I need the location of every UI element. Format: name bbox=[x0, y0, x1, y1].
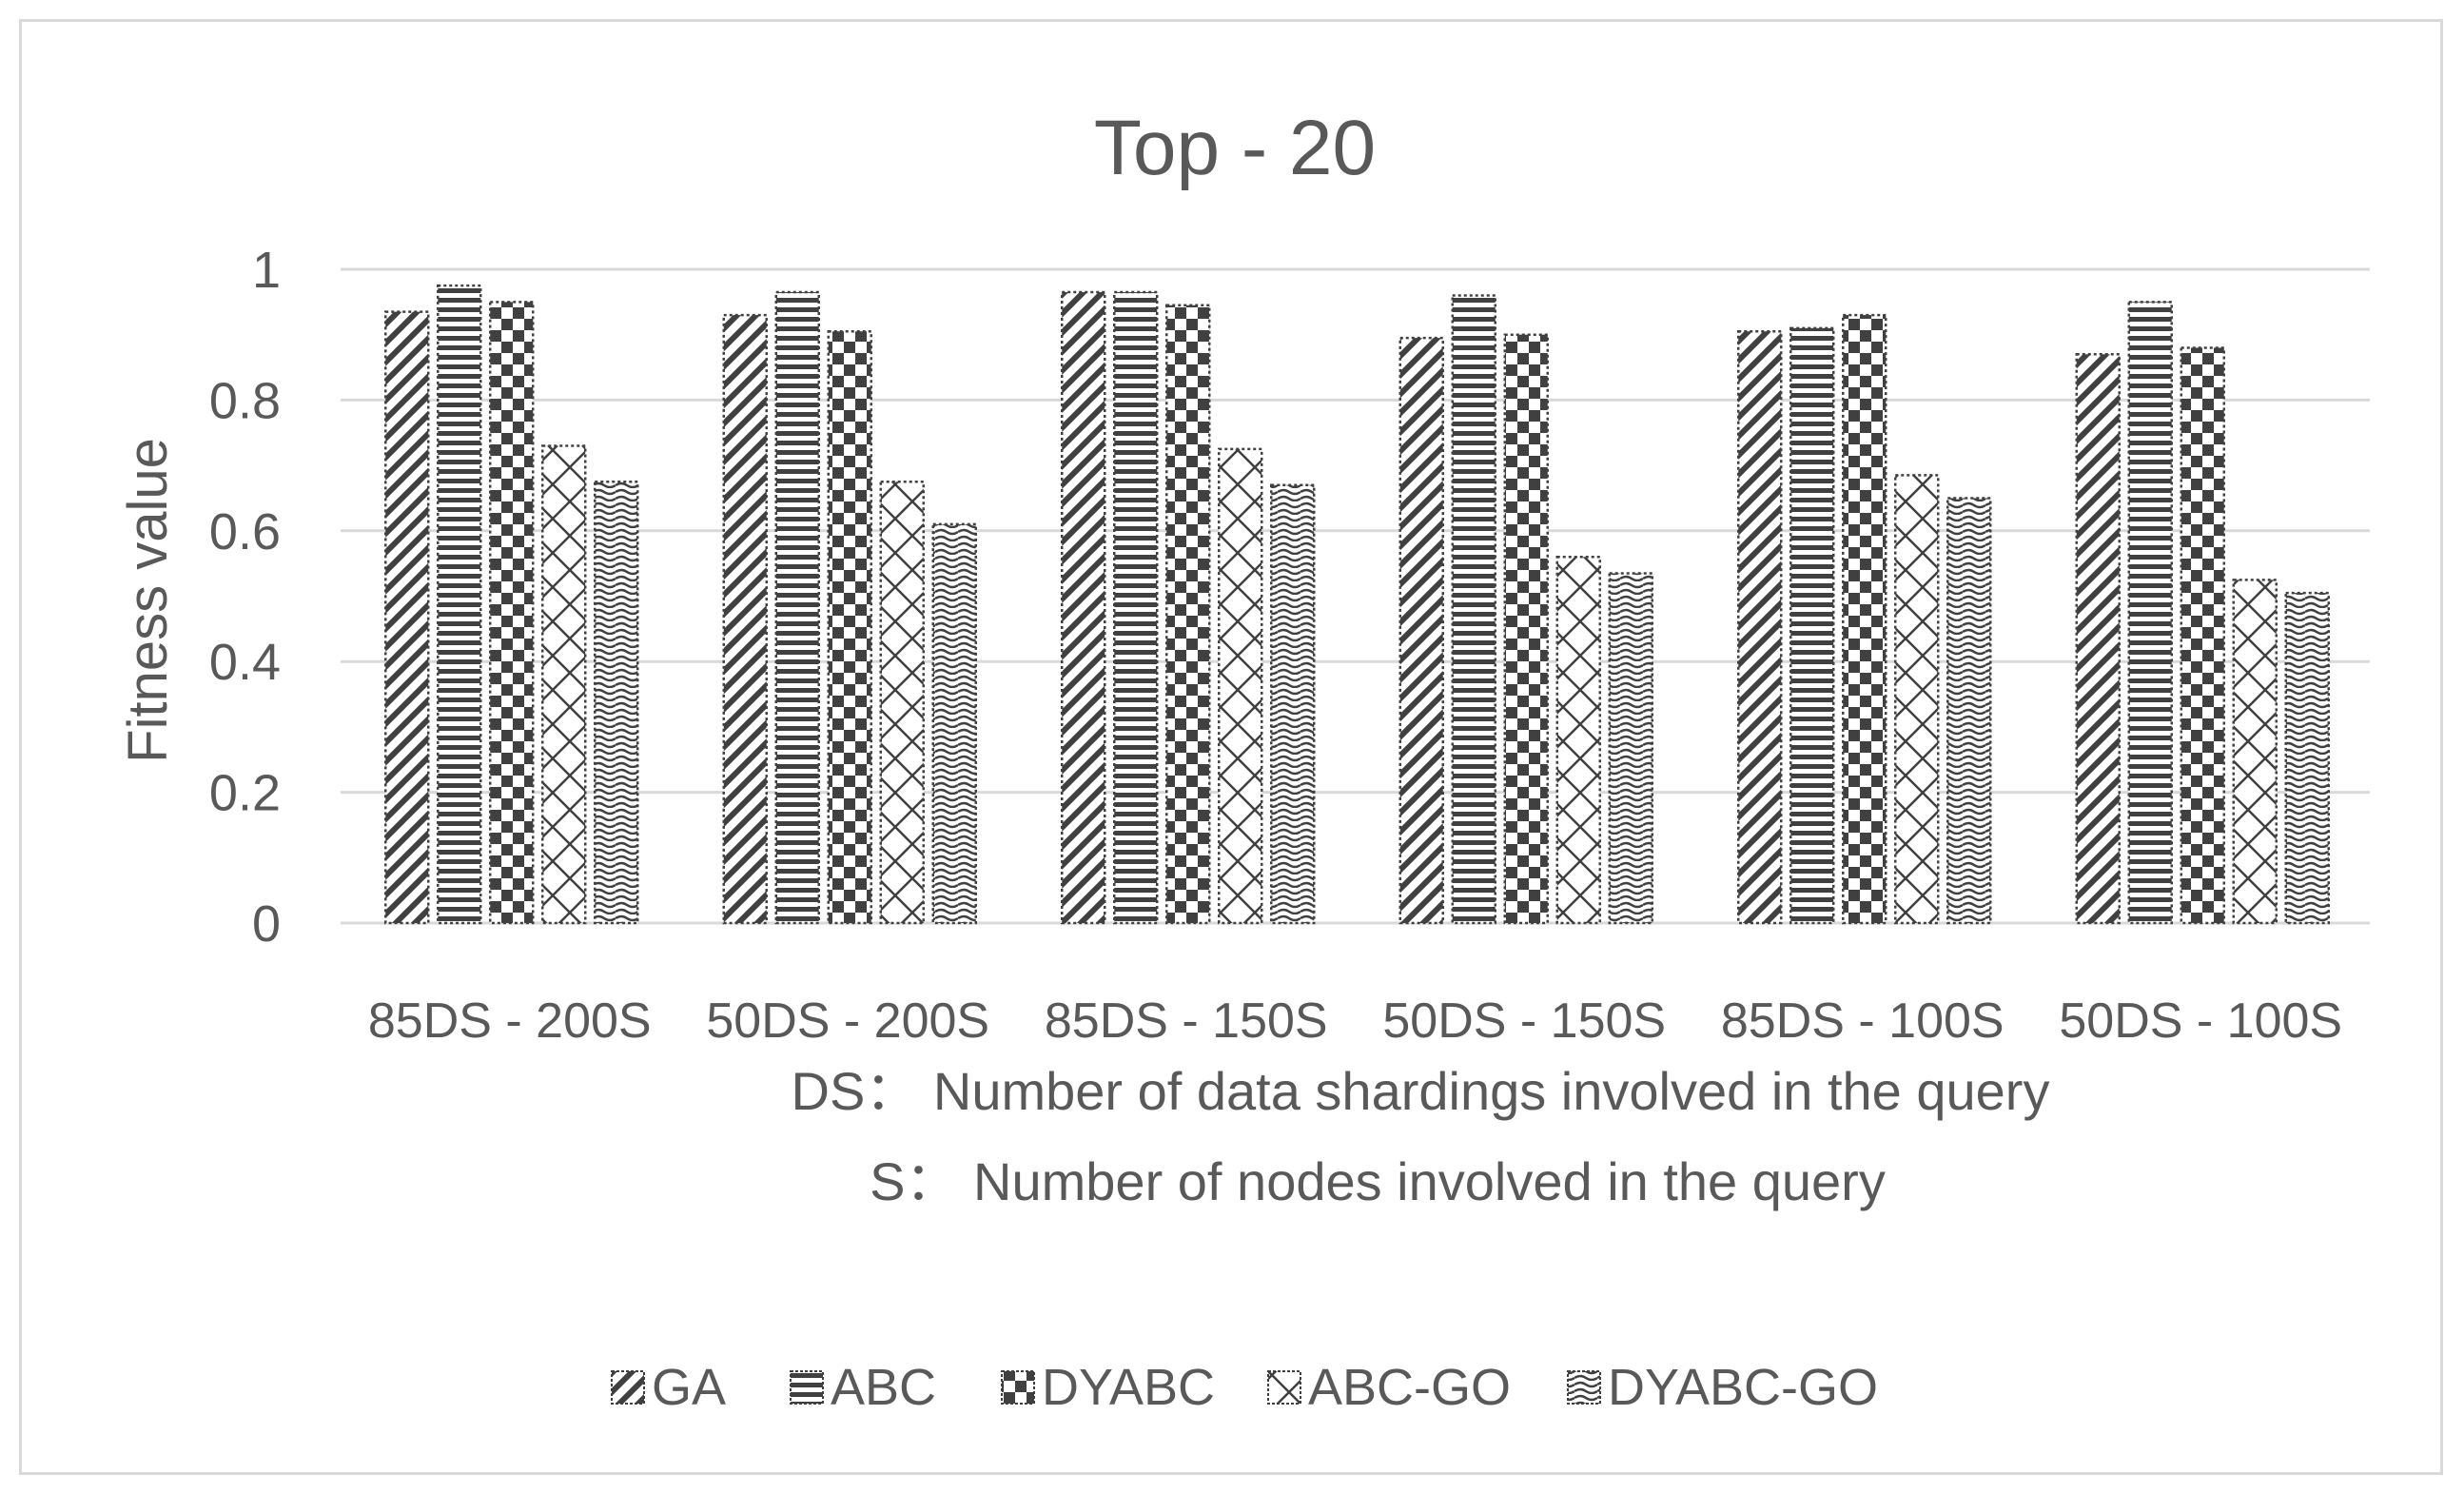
x-tick-label: 85DS - 100S bbox=[1721, 993, 2004, 1049]
bar-abc-go-3 bbox=[1555, 556, 1601, 925]
chart-frame: Top - 20 0 0.2 0.4 0.6 0.8 1 85DS - 200S 50DS … bbox=[19, 19, 2443, 1475]
bar-dyabc-go-5 bbox=[2284, 591, 2330, 925]
bar-abc-go-4 bbox=[1894, 474, 1940, 925]
legend-swatch-abc-go bbox=[1267, 1370, 1301, 1405]
bar-dyabc-go-4 bbox=[1946, 497, 1992, 925]
bar-dyabc-1 bbox=[827, 330, 872, 925]
y-tick-label: 0.8 bbox=[209, 372, 281, 429]
y-tick-labels: 0 0.2 0.4 0.6 0.8 1 bbox=[209, 242, 281, 953]
bar-abc-5 bbox=[2127, 301, 2173, 925]
bar-ga-3 bbox=[1398, 336, 1444, 925]
legend-label-dyabc: DYABC bbox=[1042, 1359, 1215, 1416]
y-axis-label: Fitness value bbox=[117, 438, 179, 763]
bar-abc-2 bbox=[1113, 290, 1159, 925]
legend-swatch-abc bbox=[790, 1370, 824, 1405]
bar-ga-0 bbox=[384, 310, 430, 925]
x-tick-label: 50DS - 200S bbox=[706, 993, 989, 1049]
bar-abc-3 bbox=[1451, 294, 1496, 925]
bar-abc-go-5 bbox=[2232, 579, 2278, 925]
bar-abc-1 bbox=[774, 290, 820, 925]
y-tick-label: 0.4 bbox=[209, 634, 281, 691]
x-axis-note-2: S： Number of nodes involved in the query bbox=[870, 1151, 1886, 1211]
bar-dyabc-4 bbox=[1842, 313, 1887, 925]
bar-ga-2 bbox=[1061, 290, 1106, 925]
bar-ga-1 bbox=[722, 313, 768, 925]
bar-dyabc-3 bbox=[1503, 333, 1549, 925]
x-axis-note-1: DS： Number of data shardings involved in… bbox=[792, 1061, 2050, 1121]
bar-dyabc-2 bbox=[1165, 304, 1211, 925]
x-tick-labels: 85DS - 200S 50DS - 200S 85DS - 150S 50DS - … bbox=[368, 993, 2342, 1049]
bar-dyabc-go-2 bbox=[1270, 483, 1316, 925]
legend-label-dyabc-go: DYABC-GO bbox=[1608, 1359, 1878, 1416]
bars bbox=[384, 284, 2330, 925]
chart-title: Top - 20 bbox=[1094, 105, 1376, 191]
bar-ga-4 bbox=[1737, 330, 1783, 925]
legend-label-abc: ABC bbox=[831, 1359, 936, 1416]
y-tick-label: 0.6 bbox=[209, 503, 281, 560]
bar-dyabc-5 bbox=[2180, 346, 2225, 925]
bar-dyabc-go-1 bbox=[931, 522, 977, 925]
y-tick-label: 0.2 bbox=[209, 765, 281, 822]
x-tick-label: 50DS - 100S bbox=[2059, 993, 2342, 1049]
bar-abc-4 bbox=[1789, 326, 1835, 925]
bar-dyabc-0 bbox=[489, 301, 535, 925]
bar-abc-go-2 bbox=[1218, 447, 1263, 925]
legend-label-ga: GA bbox=[652, 1359, 726, 1416]
y-tick-label: 0 bbox=[252, 895, 281, 953]
x-tick-label: 85DS - 200S bbox=[368, 993, 652, 1049]
grid-layer bbox=[341, 267, 2370, 925]
y-tick-label: 1 bbox=[252, 242, 281, 299]
chart-svg: Top - 20 0 0.2 0.4 0.6 0.8 1 85DS - 200S 50DS … bbox=[117, 105, 2370, 1416]
x-tick-label: 50DS - 150S bbox=[1382, 993, 1666, 1049]
legend-swatch-dyabc-go bbox=[1567, 1370, 1601, 1405]
legend-swatch-ga bbox=[611, 1370, 645, 1405]
legend: GA ABC DYABC ABC-GO DYABC-GO bbox=[611, 1359, 1878, 1416]
bar-abc-go-1 bbox=[879, 481, 925, 925]
bar-abc-0 bbox=[437, 284, 482, 925]
legend-swatch-dyabc bbox=[1001, 1370, 1035, 1405]
x-tick-label: 85DS - 150S bbox=[1045, 993, 1328, 1049]
bar-dyabc-go-0 bbox=[594, 481, 639, 925]
bar-dyabc-go-3 bbox=[1608, 572, 1653, 925]
legend-label-abc-go: ABC-GO bbox=[1308, 1359, 1511, 1416]
bar-ga-5 bbox=[2075, 353, 2121, 925]
bar-abc-go-0 bbox=[541, 444, 587, 925]
